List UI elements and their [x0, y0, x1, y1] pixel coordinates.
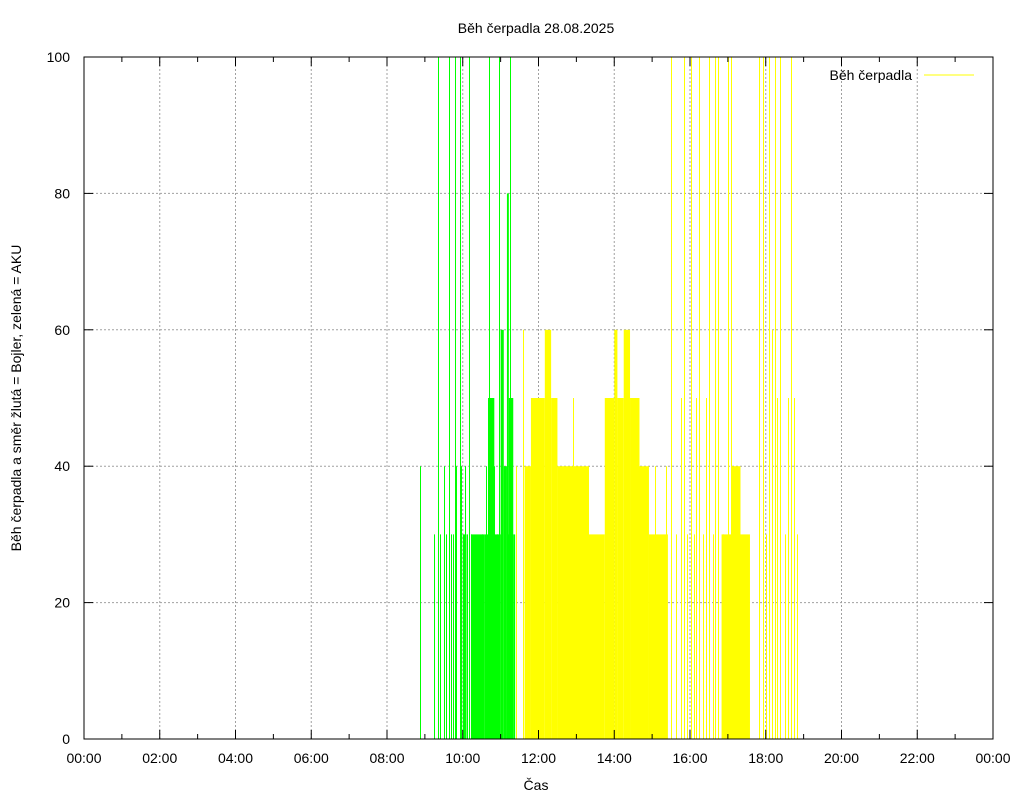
data-bar — [589, 534, 605, 739]
x-tick-label: 04:00 — [218, 750, 253, 766]
x-tick-label: 00:00 — [66, 750, 101, 766]
data-bar — [639, 466, 649, 739]
series-2 — [516, 57, 798, 739]
x-tick-label: 16:00 — [672, 750, 707, 766]
x-tick-label: 08:00 — [369, 750, 404, 766]
data-bar — [617, 398, 624, 739]
x-tick-label: 14:00 — [597, 750, 632, 766]
y-tick-label: 0 — [62, 731, 70, 747]
x-tick-label: 22:00 — [900, 750, 935, 766]
x-axis-label: Čas — [524, 777, 549, 793]
data-bar — [508, 398, 514, 739]
data-bar — [721, 534, 732, 739]
y-tick-label: 80 — [54, 185, 70, 201]
y-axis-label: Běh čerpadla a směr žlutá = Bojler, zele… — [8, 245, 24, 552]
data-bar — [740, 534, 750, 739]
data-bar — [513, 534, 516, 739]
data-bar — [530, 398, 539, 739]
data-bar — [731, 466, 741, 739]
data-bar — [614, 329, 618, 739]
data-bar — [462, 534, 467, 739]
legend-label: Běh čerpadla — [829, 67, 912, 83]
data-bar — [623, 329, 631, 739]
x-tick-label: 18:00 — [748, 750, 783, 766]
x-tick-label: 00:00 — [975, 750, 1010, 766]
data-bar — [630, 398, 640, 739]
series-layer — [420, 57, 798, 739]
data-bar — [551, 398, 558, 739]
legend: Běh čerpadla — [829, 67, 974, 83]
data-bar — [544, 329, 552, 739]
x-tick-label: 02:00 — [142, 750, 177, 766]
y-tick-label: 40 — [54, 458, 70, 474]
y-tick-label: 60 — [54, 322, 70, 338]
data-bar — [604, 398, 615, 739]
data-bar — [538, 398, 545, 739]
data-bar — [648, 534, 668, 739]
x-tick-label: 20:00 — [824, 750, 859, 766]
data-bar — [503, 466, 507, 739]
x-tick-label: 12:00 — [521, 750, 556, 766]
y-tick-label: 100 — [47, 49, 71, 65]
y-tick-label: 20 — [54, 595, 70, 611]
ticks: 00:00 02:00 04:00 06:00 08:00 10:00 12:00 14:00… — [47, 49, 1011, 766]
x-tick-label: 06:00 — [294, 750, 329, 766]
chart-title: Běh čerpadla 28.08.2025 — [458, 20, 615, 36]
series-1 — [420, 57, 516, 739]
data-bar — [470, 534, 485, 739]
x-tick-label: 10:00 — [445, 750, 480, 766]
data-bar — [500, 329, 504, 739]
data-bar — [506, 193, 509, 739]
data-bar — [524, 466, 531, 739]
